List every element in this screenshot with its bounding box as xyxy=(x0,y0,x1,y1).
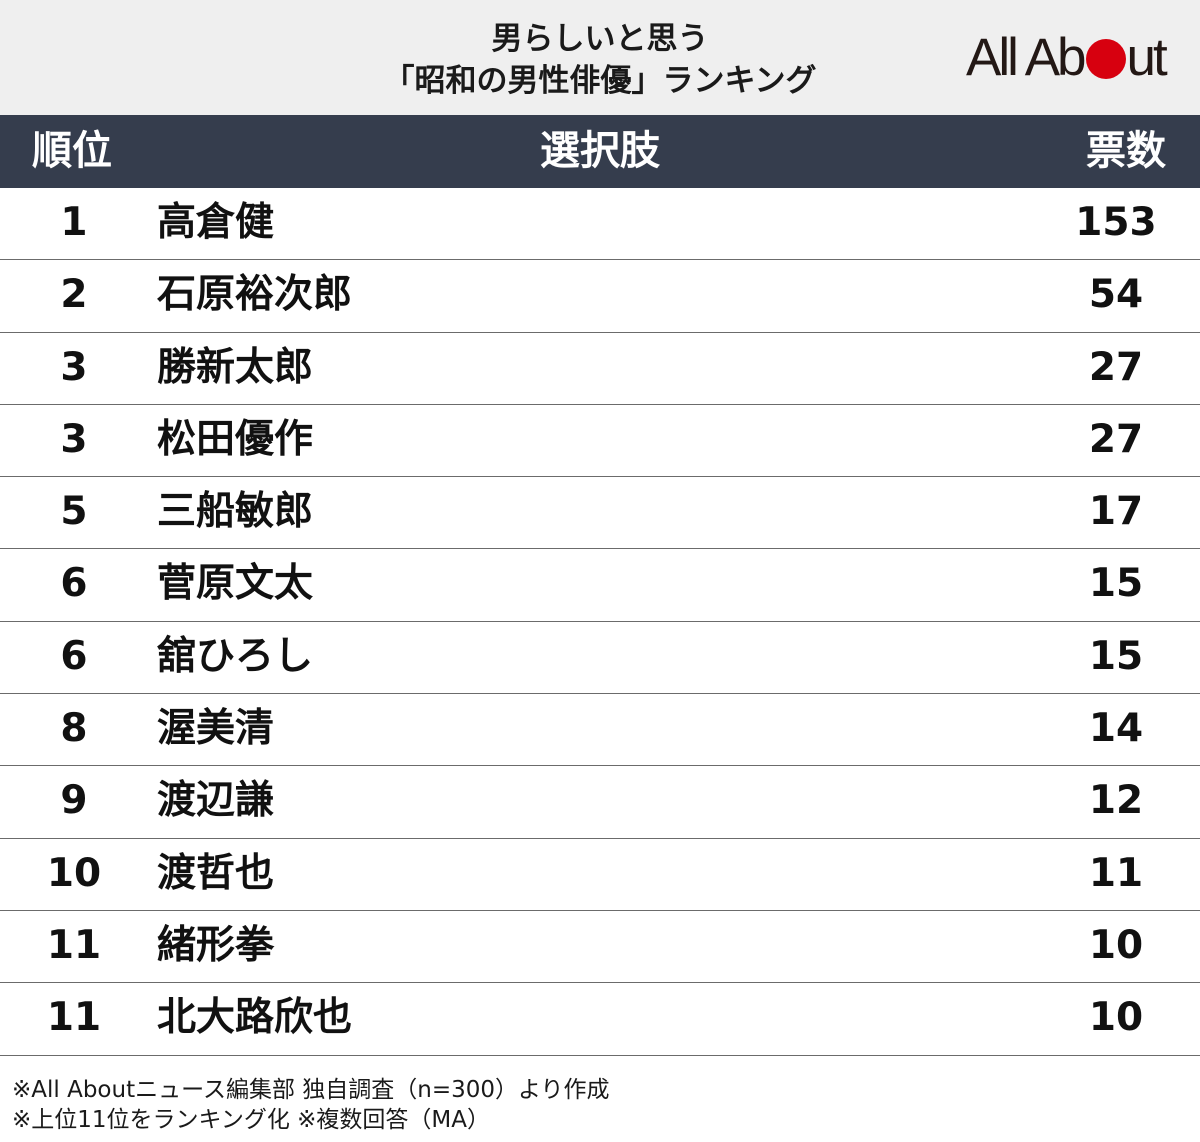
rank-cell: 6 xyxy=(60,561,88,607)
rank-cell: 1 xyxy=(60,200,88,245)
table-row: 2 石原裕次郎 54 xyxy=(0,260,1200,333)
name-cell: 舘ひろし xyxy=(157,633,314,679)
votes-cell: 15 xyxy=(1088,633,1144,679)
all-about-logo: All Ab ut xyxy=(966,27,1168,87)
name-cell: 松田優作 xyxy=(157,416,314,462)
rank-cell: 3 xyxy=(60,416,88,462)
table-row: 11 緒形拳 10 xyxy=(0,911,1200,984)
name-cell: 緒形拳 xyxy=(157,922,275,968)
table-body: 1 高倉健 153 2 石原裕次郎 54 3 勝新太郎 27 3 松田優作 27 5 三船敏郎 17 6 菅原文… xyxy=(0,188,1200,1056)
name-cell: 渡哲也 xyxy=(157,850,275,896)
rank-cell: 5 xyxy=(60,489,88,535)
votes-cell: 10 xyxy=(1088,995,1144,1041)
footnotes: ※All Aboutニュース編集部 独自調査（n=300）より作成 ※上位11位… xyxy=(12,1075,610,1135)
rank-cell: 11 xyxy=(46,922,102,968)
votes-cell: 27 xyxy=(1088,416,1144,462)
votes-cell: 10 xyxy=(1088,922,1144,968)
rank-cell: 6 xyxy=(60,633,88,679)
votes-cell: 11 xyxy=(1088,850,1144,896)
rank-cell: 10 xyxy=(46,850,102,896)
table-row: 6 舘ひろし 15 xyxy=(0,622,1200,695)
name-cell: 渥美清 xyxy=(157,706,275,752)
votes-cell: 14 xyxy=(1088,706,1144,752)
name-cell: 北大路欣也 xyxy=(157,995,353,1041)
table-row: 8 渥美清 14 xyxy=(0,694,1200,767)
chart-title-line1: 男らしいと思う xyxy=(491,21,709,57)
table-header: 順位 選択肢 票数 xyxy=(0,115,1200,188)
votes-cell: 54 xyxy=(1088,272,1144,318)
footnote-method: ※上位11位をランキング化 ※複数回答（MA） xyxy=(12,1107,491,1133)
name-cell: 渡辺謙 xyxy=(157,778,275,824)
name-cell: 石原裕次郎 xyxy=(157,272,353,318)
table-row: 6 菅原文太 15 xyxy=(0,549,1200,622)
votes-cell: 17 xyxy=(1088,489,1144,535)
title-bar: 男らしいと思う 「昭和の男性俳優」ランキング All Ab ut xyxy=(0,0,1200,115)
name-cell: 菅原文太 xyxy=(157,561,314,607)
chart-title: 男らしいと思う 「昭和の男性俳優」ランキング xyxy=(300,18,900,102)
logo-red-dot-icon xyxy=(1085,39,1126,79)
name-cell: 勝新太郎 xyxy=(157,344,314,390)
footnote-source: ※All Aboutニュース編集部 独自調査（n=300）より作成 xyxy=(12,1077,610,1103)
rank-cell: 3 xyxy=(60,344,88,390)
rank-cell: 11 xyxy=(46,995,102,1041)
table-row: 1 高倉健 153 xyxy=(0,188,1200,261)
rank-cell: 8 xyxy=(60,706,88,752)
rank-cell: 9 xyxy=(60,778,88,824)
name-cell: 高倉健 xyxy=(157,200,275,245)
name-cell: 三船敏郎 xyxy=(157,489,314,535)
votes-cell: 153 xyxy=(1075,200,1157,245)
table-row: 11 北大路欣也 10 xyxy=(0,983,1200,1056)
header-votes: 票数 xyxy=(1086,128,1166,174)
ranking-table: 順位 選択肢 票数 1 高倉健 153 2 石原裕次郎 54 3 勝新太郎 27 3 松田優作 27 5… xyxy=(0,115,1200,1056)
table-row: 3 松田優作 27 xyxy=(0,405,1200,478)
votes-cell: 12 xyxy=(1088,778,1144,824)
header-rank: 順位 xyxy=(32,128,112,174)
header-choice: 選択肢 xyxy=(540,128,660,174)
table-row: 10 渡哲也 11 xyxy=(0,839,1200,911)
logo-text-part1: All Ab xyxy=(966,27,1087,87)
table-row: 3 勝新太郎 27 xyxy=(0,333,1200,405)
table-row: 5 三船敏郎 17 xyxy=(0,477,1200,550)
votes-cell: 15 xyxy=(1088,561,1144,607)
chart-title-line2: 「昭和の男性俳優」ランキング xyxy=(383,63,817,99)
votes-cell: 27 xyxy=(1088,344,1144,390)
table-row: 9 渡辺謙 12 xyxy=(0,766,1200,839)
logo-text-part2: ut xyxy=(1126,27,1168,87)
rank-cell: 2 xyxy=(60,272,88,318)
